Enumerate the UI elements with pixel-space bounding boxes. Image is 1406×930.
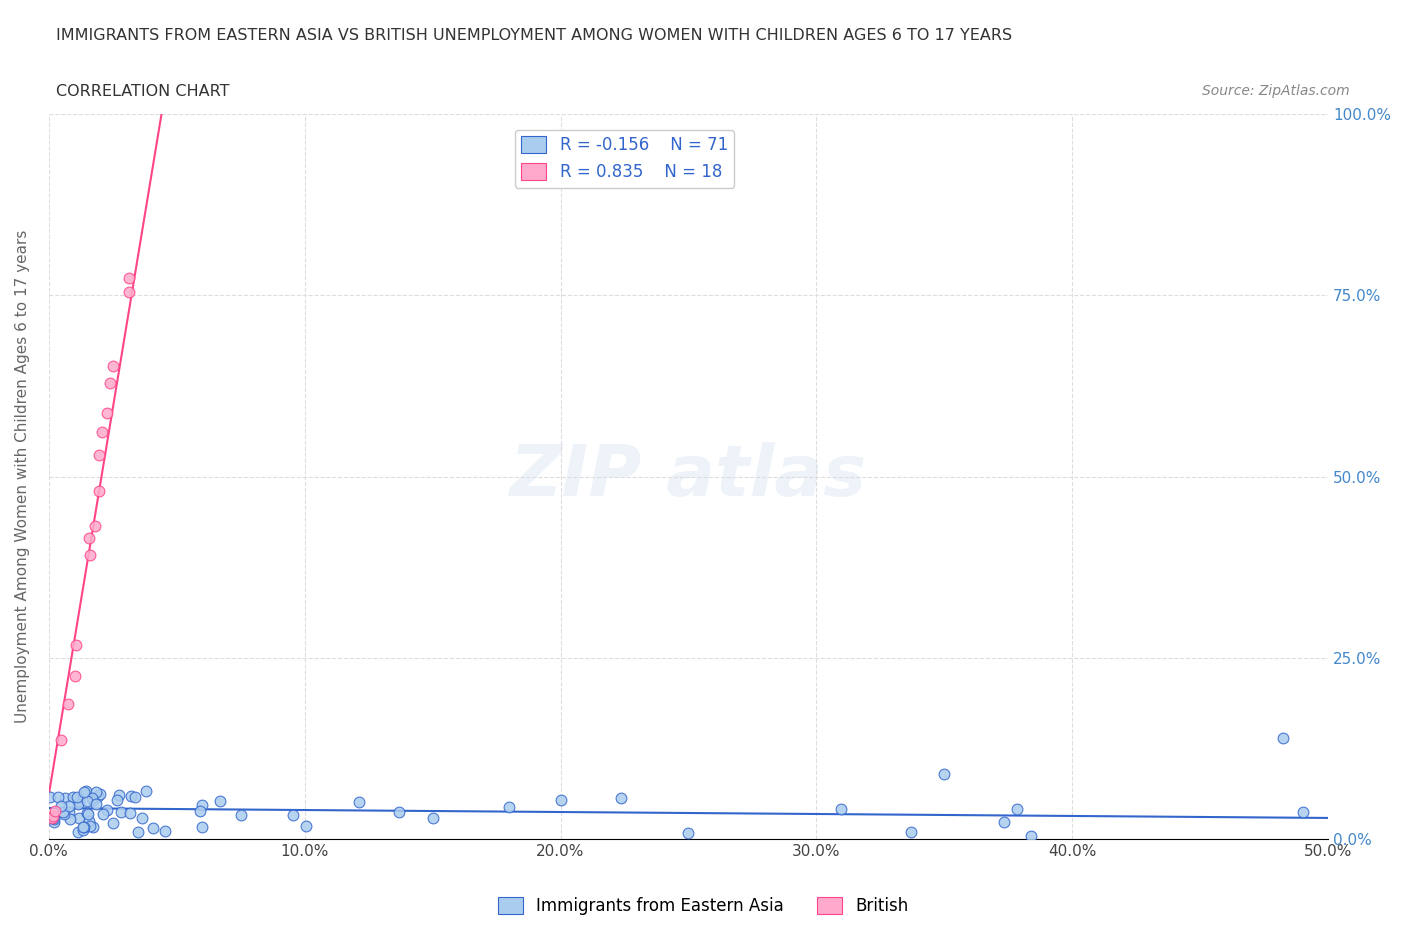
Point (131, 810, 153, 825)
Point (75, 784, 97, 799)
Point (42, 811, 65, 826)
Point (105, 792, 128, 807)
Point (208, 793, 231, 808)
Point (101, 359, 124, 374)
Point (118, 270, 141, 285)
Point (295, 818, 318, 833)
Point (89, 447, 111, 462)
Point (80, 790, 103, 805)
Point (89, 787, 111, 802)
Legend: Immigrants from Eastern Asia, British: Immigrants from Eastern Asia, British (491, 890, 915, 922)
Point (65, 638, 87, 653)
Point (77, 807, 100, 822)
Point (42, 811, 65, 826)
Point (72, 823, 94, 838)
Point (900, 825, 922, 840)
Point (153, 823, 176, 838)
Point (79, 818, 101, 833)
Text: Source: ZipAtlas.com: Source: ZipAtlas.com (1202, 84, 1350, 98)
Point (41, 809, 63, 824)
Point (42, 815, 65, 830)
Point (678, 825, 700, 840)
Point (76, 793, 98, 808)
Point (127, 824, 149, 839)
Point (44, 804, 66, 818)
Text: IMMIGRANTS FROM EASTERN ASIA VS BRITISH UNEMPLOYMENT AMONG WOMEN WITH CHILDREN A: IMMIGRANTS FROM EASTERN ASIA VS BRITISH … (56, 28, 1012, 43)
Point (388, 804, 411, 819)
Point (84, 784, 107, 799)
Point (1271, 730, 1294, 745)
Point (65, 790, 87, 804)
Point (52, 804, 75, 819)
Point (87, 789, 110, 804)
Point (191, 819, 214, 834)
Point (1005, 801, 1028, 816)
Point (67, 794, 90, 809)
Point (79, 548, 101, 563)
Point (191, 797, 214, 812)
Point (118, 805, 141, 820)
Point (96, 405, 118, 420)
Point (58, 804, 80, 819)
Point (110, 804, 132, 819)
Point (347, 794, 370, 809)
Point (188, 804, 211, 818)
Point (59, 812, 82, 827)
Point (609, 790, 631, 805)
Legend: R = -0.156    N = 71, R = 0.835    N = 18: R = -0.156 N = 71, R = 0.835 N = 18 (515, 129, 734, 188)
Point (87, 484, 110, 498)
Point (66, 796, 89, 811)
Point (135, 784, 157, 799)
Point (72, 819, 94, 834)
Point (67, 825, 90, 840)
Text: CORRELATION CHART: CORRELATION CHART (56, 84, 229, 99)
Point (142, 820, 165, 835)
Point (550, 792, 572, 807)
Point (91, 807, 114, 822)
Point (124, 790, 146, 804)
Point (49, 733, 72, 748)
Point (120, 789, 142, 804)
Point (98, 376, 121, 391)
Point (82, 819, 104, 834)
Point (108, 788, 131, 803)
Point (77, 530, 100, 545)
Point (77, 813, 100, 828)
Point (67, 810, 90, 825)
Point (422, 811, 444, 826)
Point (993, 815, 1015, 830)
Point (58, 697, 80, 711)
Point (1019, 829, 1042, 844)
Point (46, 790, 69, 804)
Point (51, 798, 73, 813)
Point (63, 668, 86, 683)
Point (55, 791, 77, 806)
Point (281, 807, 304, 822)
Point (53, 807, 76, 822)
Point (84, 519, 107, 534)
Point (934, 766, 956, 781)
Point (39, 790, 62, 804)
Point (830, 802, 852, 817)
Point (73, 819, 96, 834)
Point (101, 816, 124, 830)
Point (118, 285, 141, 299)
Point (82, 793, 104, 808)
Point (229, 807, 252, 822)
Point (62, 790, 84, 804)
Point (96, 803, 118, 817)
Y-axis label: Unemployment Among Women with Children Ages 6 to 17 years: Unemployment Among Women with Children A… (15, 230, 30, 724)
Point (1291, 804, 1313, 819)
Point (84, 797, 107, 812)
Point (41, 810, 63, 825)
Point (498, 800, 520, 815)
Point (91, 425, 114, 440)
Point (73, 784, 96, 799)
Text: ZIP atlas: ZIP atlas (510, 442, 868, 512)
Point (76, 805, 98, 820)
Point (58, 799, 80, 814)
